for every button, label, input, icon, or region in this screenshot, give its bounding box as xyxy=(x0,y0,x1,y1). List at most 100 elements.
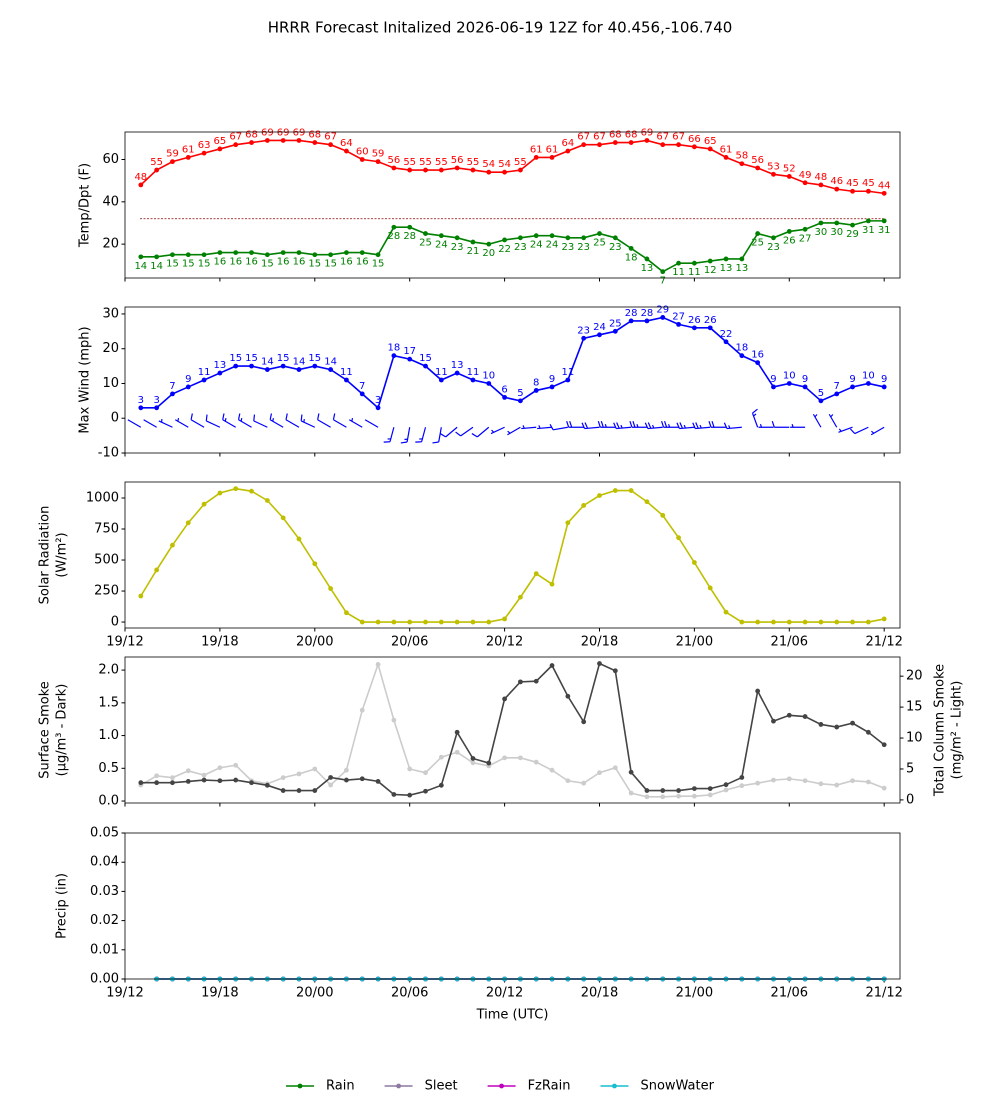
marker xyxy=(264,498,270,503)
marker xyxy=(786,776,792,782)
marker xyxy=(423,231,428,236)
wind-barb xyxy=(143,419,157,428)
data-label: 20 xyxy=(482,248,495,259)
y-tick-label: 20 xyxy=(102,341,119,356)
marker xyxy=(691,560,697,565)
data-label: 28 xyxy=(388,231,401,242)
x-tick-label: 21/12 xyxy=(865,635,902,650)
marker xyxy=(723,256,729,262)
marker xyxy=(581,780,587,786)
data-label: 61 xyxy=(182,144,195,155)
y-tick-label: 5 xyxy=(906,761,914,776)
marker xyxy=(881,785,887,791)
marker xyxy=(438,619,444,625)
marker xyxy=(170,391,175,397)
marker xyxy=(771,384,776,390)
marker xyxy=(834,186,840,192)
data-label: 55 xyxy=(150,157,163,168)
data-label: 24 xyxy=(530,240,543,251)
wind-barb xyxy=(692,422,711,430)
marker xyxy=(850,188,855,194)
data-label: 12 xyxy=(704,265,717,276)
data-label: 26 xyxy=(704,315,717,326)
x-tick-label: 20/18 xyxy=(581,635,618,650)
x-tick-label: 19/12 xyxy=(106,986,143,1001)
marker xyxy=(723,154,729,160)
x-tick-label: 20/12 xyxy=(486,635,523,650)
wind-barb xyxy=(222,413,237,428)
data-label: 11 xyxy=(672,267,685,278)
marker xyxy=(502,616,507,622)
marker xyxy=(565,377,571,383)
marker xyxy=(454,370,460,376)
marker xyxy=(549,154,555,160)
marker xyxy=(249,488,254,494)
marker xyxy=(755,231,761,236)
marker xyxy=(201,777,207,783)
marker xyxy=(676,260,681,266)
marker xyxy=(549,663,555,668)
marker xyxy=(154,167,160,173)
data-label: 13 xyxy=(641,263,654,274)
data-label: 23 xyxy=(561,242,574,253)
data-label: 9 xyxy=(849,374,855,385)
marker xyxy=(739,256,745,262)
marker xyxy=(423,770,428,776)
marker xyxy=(881,384,887,390)
data-label: 15 xyxy=(324,259,337,270)
data-label: 67 xyxy=(324,132,337,143)
marker xyxy=(486,760,492,766)
wind-barb xyxy=(383,427,395,443)
data-label: 68 xyxy=(625,130,638,141)
marker xyxy=(723,787,729,793)
data-label: 55 xyxy=(514,157,527,168)
data-label: 29 xyxy=(846,229,859,240)
marker xyxy=(312,363,318,369)
y-tick-label: 30 xyxy=(102,306,119,321)
marker xyxy=(850,384,855,390)
data-label: 9 xyxy=(549,374,555,385)
marker xyxy=(233,777,239,783)
marker xyxy=(786,619,792,625)
marker xyxy=(296,771,302,777)
marker xyxy=(676,321,681,327)
marker xyxy=(755,619,761,625)
data-label: 26 xyxy=(688,315,701,326)
marker xyxy=(644,138,650,143)
marker xyxy=(391,792,397,797)
marker xyxy=(375,252,381,258)
wind-barb xyxy=(205,414,221,428)
marker xyxy=(881,218,887,224)
marker xyxy=(533,154,539,160)
wind-barb xyxy=(723,422,742,430)
wind-barb xyxy=(415,427,427,443)
marker xyxy=(375,662,381,667)
marker xyxy=(533,388,539,393)
marker xyxy=(375,159,381,165)
marker xyxy=(264,252,270,258)
data-label: 31 xyxy=(878,225,891,236)
data-label: 14 xyxy=(324,357,337,368)
marker xyxy=(518,594,523,600)
marker xyxy=(438,754,444,760)
marker xyxy=(470,756,476,761)
marker xyxy=(359,776,365,782)
data-label: 11 xyxy=(467,367,480,378)
marker xyxy=(170,775,175,781)
marker xyxy=(771,718,776,724)
wind-barb xyxy=(849,426,869,435)
data-label: 55 xyxy=(435,157,448,168)
marker xyxy=(296,250,302,256)
data-label: 24 xyxy=(546,240,559,251)
marker xyxy=(391,619,397,625)
marker xyxy=(881,190,887,196)
wind-barb xyxy=(597,421,616,428)
wind-barb xyxy=(828,413,838,428)
y-tick-label: 0.5 xyxy=(98,761,119,776)
y-tick-label: 1000 xyxy=(86,491,119,506)
marker xyxy=(423,788,428,794)
data-label: 23 xyxy=(451,242,464,253)
marker xyxy=(850,222,855,228)
marker xyxy=(597,661,602,666)
data-label: 7 xyxy=(834,381,840,392)
